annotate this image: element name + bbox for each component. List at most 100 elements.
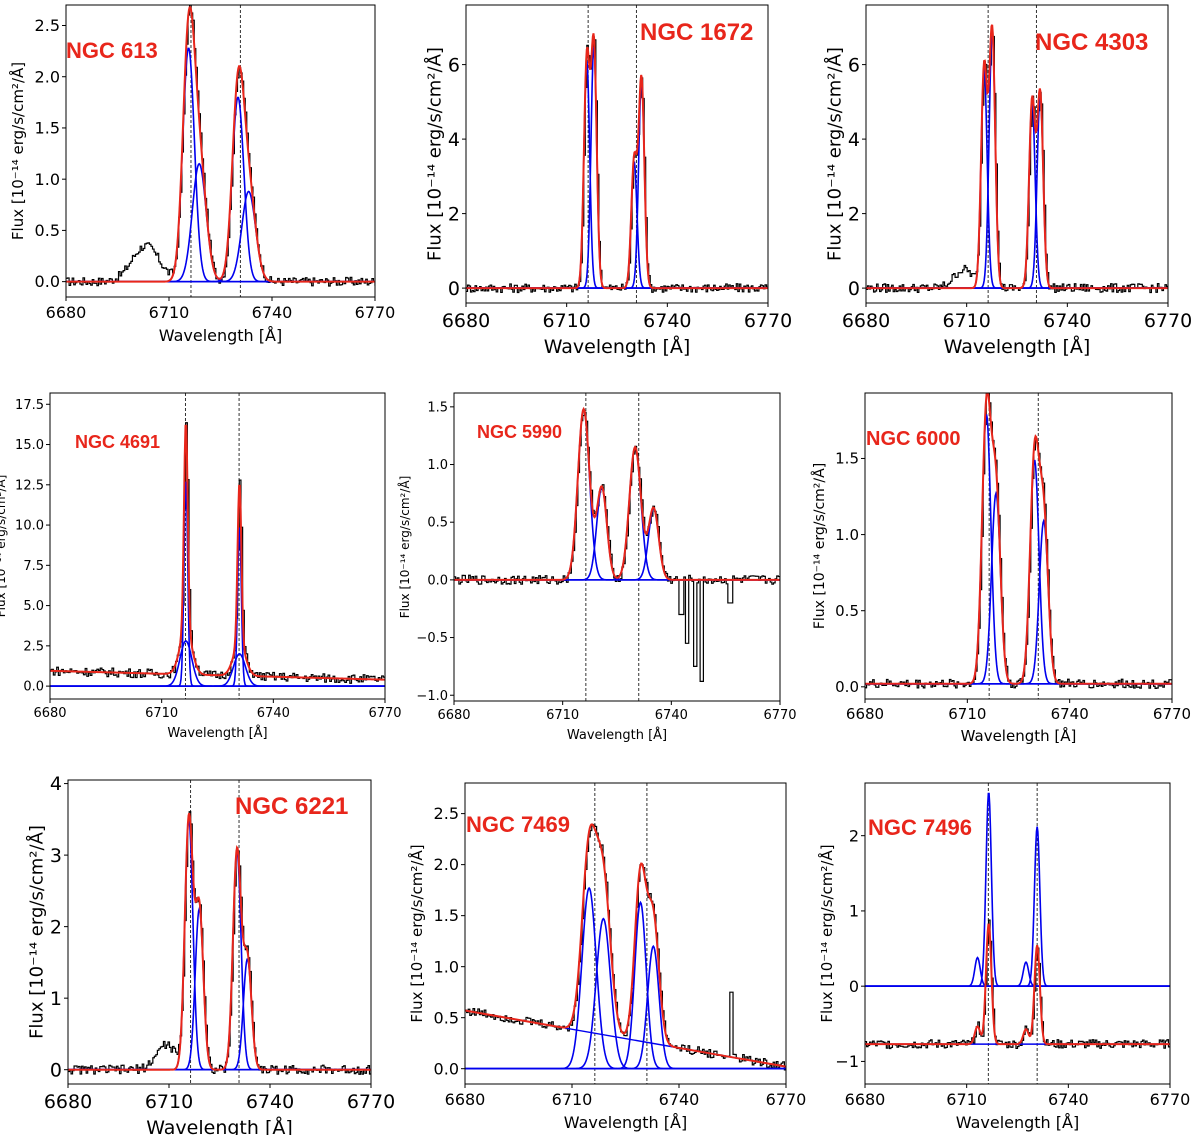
- y-axis-label: Flux [10⁻¹⁴ erg/s/cm²/Å]: [0, 475, 8, 618]
- y-tick-label: 0: [848, 278, 860, 300]
- y-axis-label: Flux [10⁻¹⁴ erg/s/cm²/Å]: [397, 476, 412, 619]
- y-tick-label: 0.0: [35, 272, 60, 291]
- y-tick-label: 0.0: [835, 678, 859, 696]
- y-tick-label: 0: [849, 977, 859, 996]
- gaussian-component: [454, 445, 780, 581]
- y-tick-label: 1.0: [835, 526, 859, 544]
- y-tick-label: 10.0: [15, 519, 44, 534]
- x-axis-label: Wavelength [Å]: [944, 335, 1091, 358]
- observed-spectrum: [866, 30, 1168, 294]
- panel-title: NGC 7496: [868, 815, 972, 840]
- gaussian-component: [866, 30, 1168, 289]
- x-tick-label: 6710: [942, 310, 990, 332]
- axes-frame: [465, 4, 769, 304]
- gaussian-component: [454, 507, 780, 581]
- panel-ngc6000: 6680 6710 6740 6770 0.0 0.5 1.0 1.5 Wavelength […: [811, 392, 1191, 745]
- x-axis-label: Wavelength [Å]: [564, 1113, 687, 1132]
- gaussian-component: [865, 490, 1172, 685]
- axes-frame: [464, 782, 787, 1085]
- y-tick-label: 1: [50, 988, 62, 1010]
- x-tick-label: 6740: [252, 303, 293, 322]
- gaussian-component: [50, 527, 385, 687]
- y-tick-label: 1.5: [434, 906, 459, 925]
- y-tick-label: 2.0: [35, 67, 60, 86]
- total-fit: [50, 424, 385, 681]
- panel-title: NGC 5990: [477, 422, 562, 442]
- x-tick-label: 6770: [1153, 705, 1191, 723]
- gaussian-component: [466, 80, 768, 289]
- y-tick-label: 0.5: [35, 221, 60, 240]
- y-tick-label: 1: [849, 902, 859, 921]
- total-fit: [465, 823, 786, 1068]
- x-tick-label: 6680: [846, 705, 884, 723]
- x-tick-label: 6740: [1051, 705, 1089, 723]
- panel-title: NGC 6221: [235, 793, 348, 820]
- plot-area: [50, 393, 385, 699]
- y-tick-label: 4: [50, 773, 62, 795]
- x-tick-label: 6740: [257, 706, 290, 721]
- panel-ngc613: 6680 6710 6740 6770 0.0 0.5 1.0 1.5 2.0 2.5 Wavele…: [8, 4, 395, 345]
- y-tick-label: −1: [835, 1052, 859, 1071]
- y-tick-label: 0.5: [427, 516, 448, 531]
- axes-frame: [864, 782, 1171, 1085]
- axes-frame: [864, 392, 1173, 700]
- x-tick-label: 6680: [44, 1091, 92, 1113]
- gaussian-component: [466, 161, 768, 289]
- y-tick-label: 1.0: [35, 170, 60, 189]
- x-tick-label: 6740: [659, 1090, 700, 1109]
- x-axis-label: Wavelength [Å]: [544, 335, 691, 358]
- y-tick-label: 0.0: [434, 1059, 459, 1078]
- x-tick-label: 6680: [845, 1090, 886, 1109]
- x-tick-label: 6710: [542, 310, 590, 332]
- x-tick-label: 6680: [445, 1090, 486, 1109]
- x-axis-label: Wavelength [Å]: [961, 726, 1077, 745]
- x-tick-label: 6710: [552, 1090, 593, 1109]
- x-tick-label: 6710: [546, 708, 579, 723]
- x-tick-label: 6680: [442, 310, 490, 332]
- x-tick-label: 6710: [946, 1090, 987, 1109]
- x-tick-label: 6680: [33, 706, 66, 721]
- y-tick-label: 0.5: [835, 602, 859, 620]
- panel-title: NGC 1672: [640, 19, 753, 46]
- x-tick-label: 6680: [46, 303, 87, 322]
- y-tick-label: 2.5: [35, 16, 60, 35]
- plot-area: [454, 393, 780, 701]
- y-tick-label: 4: [848, 129, 860, 151]
- gaussian-component: [866, 68, 1168, 289]
- y-axis-label: Flux [10⁻¹⁴ erg/s/cm²/Å]: [424, 47, 446, 261]
- x-tick-label: 6710: [145, 1091, 193, 1113]
- gaussian-component: [68, 958, 371, 1071]
- total-fit: [68, 812, 371, 1071]
- y-tick-label: −1.0: [416, 689, 448, 704]
- gaussian-component: [865, 459, 1172, 685]
- y-tick-label: 15.0: [15, 438, 44, 453]
- x-tick-label: 6770: [368, 706, 401, 721]
- x-tick-label: 6740: [246, 1091, 294, 1113]
- x-tick-label: 6770: [744, 310, 792, 332]
- gaussian-component: [466, 46, 768, 289]
- x-tick-label: 6770: [766, 1090, 807, 1109]
- x-tick-label: 6680: [437, 708, 470, 723]
- y-tick-label: 2: [50, 916, 62, 938]
- x-tick-label: 6770: [1144, 310, 1192, 332]
- y-axis-label: Flux [10⁻¹⁴ erg/s/cm²/Å]: [824, 47, 846, 261]
- axes-frame: [67, 779, 372, 1085]
- y-tick-label: 0: [448, 278, 460, 300]
- gaussian-component: [465, 886, 786, 1070]
- panel-ngc7469: 6680 6710 6740 6770 0.0 0.5 1.0 1.5 2.0 2.5 Wavele…: [407, 782, 807, 1132]
- y-tick-label: 4: [448, 129, 460, 151]
- y-tick-label: 2.5: [434, 804, 459, 823]
- total-fit: [866, 24, 1168, 290]
- plot-area: [866, 5, 1168, 303]
- x-tick-label: 6770: [763, 708, 796, 723]
- panel-title: NGC 4303: [1035, 29, 1148, 56]
- gaussian-component: [865, 956, 1170, 987]
- y-tick-label: 1.5: [35, 119, 60, 138]
- panel-title: NGC 7469: [466, 812, 570, 837]
- total-fit: [865, 923, 1170, 1046]
- y-tick-label: 0: [50, 1059, 62, 1081]
- total-fit: [66, 6, 375, 283]
- panel-title: NGC 4691: [75, 432, 160, 452]
- gaussian-component: [68, 851, 371, 1071]
